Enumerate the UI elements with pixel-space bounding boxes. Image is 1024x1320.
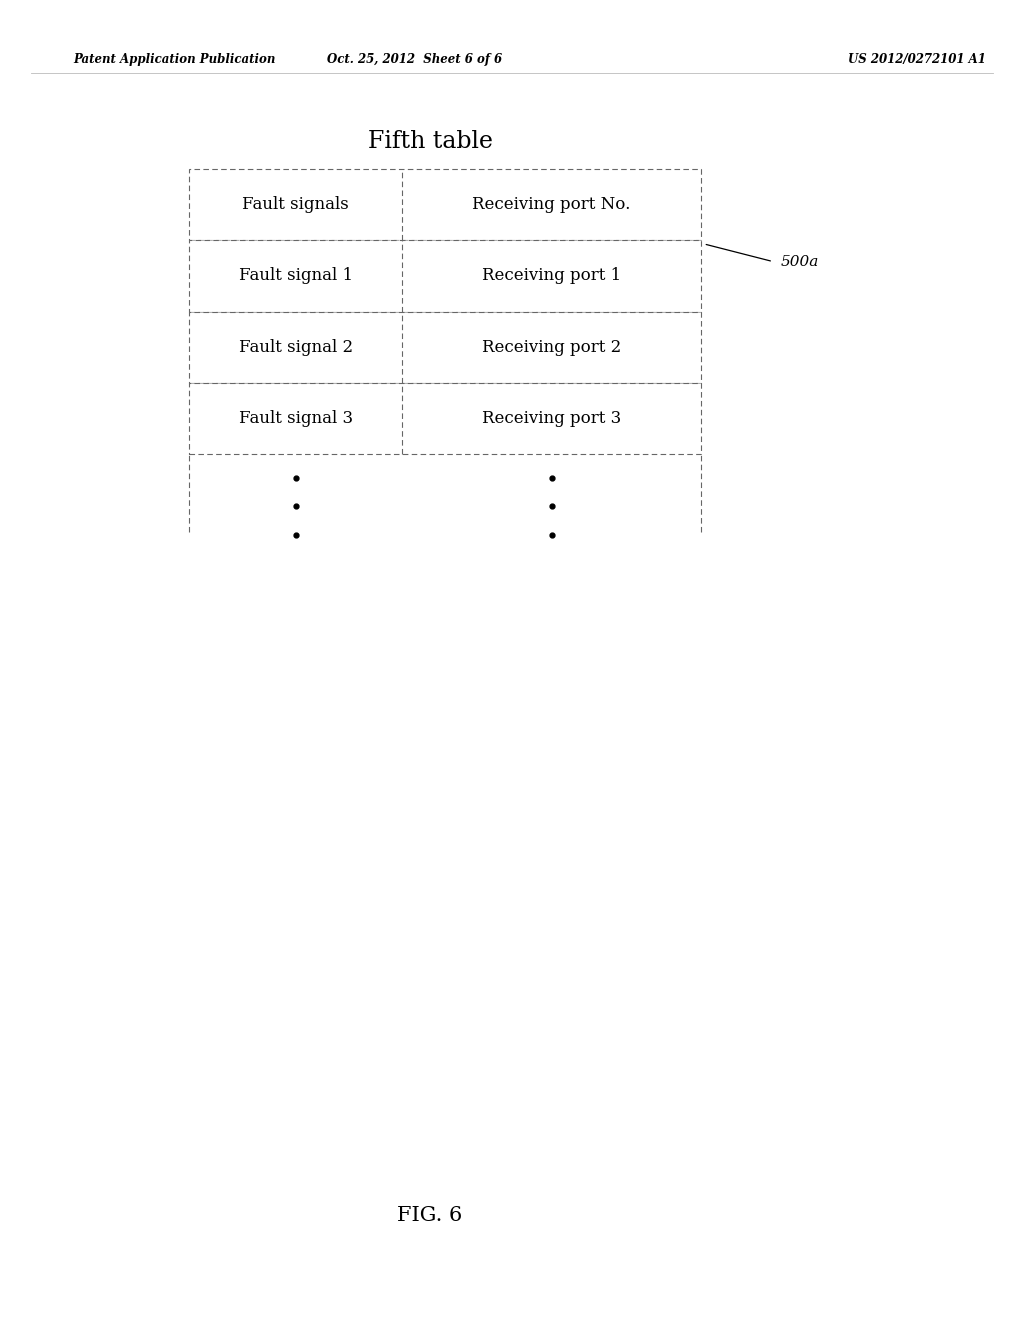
Text: Receiving port No.: Receiving port No. (472, 197, 631, 213)
Text: Receiving port 2: Receiving port 2 (482, 339, 622, 355)
Text: Fault signal 3: Fault signal 3 (239, 411, 352, 426)
Text: Fault signal 2: Fault signal 2 (239, 339, 352, 355)
Text: Receiving port 3: Receiving port 3 (482, 411, 622, 426)
Bar (189, 383, 701, 454)
Text: FIG. 6: FIG. 6 (397, 1206, 463, 1225)
Text: Fault signals: Fault signals (243, 197, 349, 213)
Text: Patent Application Publication: Patent Application Publication (74, 53, 276, 66)
Bar (189, 169, 701, 240)
Text: Fifth table: Fifth table (368, 129, 493, 153)
Text: 500a: 500a (780, 255, 818, 269)
Bar (189, 312, 701, 383)
Text: Receiving port 1: Receiving port 1 (482, 268, 622, 284)
Bar (189, 240, 701, 312)
Text: US 2012/0272101 A1: US 2012/0272101 A1 (848, 53, 985, 66)
Text: Fault signal 1: Fault signal 1 (239, 268, 352, 284)
Text: Oct. 25, 2012  Sheet 6 of 6: Oct. 25, 2012 Sheet 6 of 6 (327, 53, 503, 66)
